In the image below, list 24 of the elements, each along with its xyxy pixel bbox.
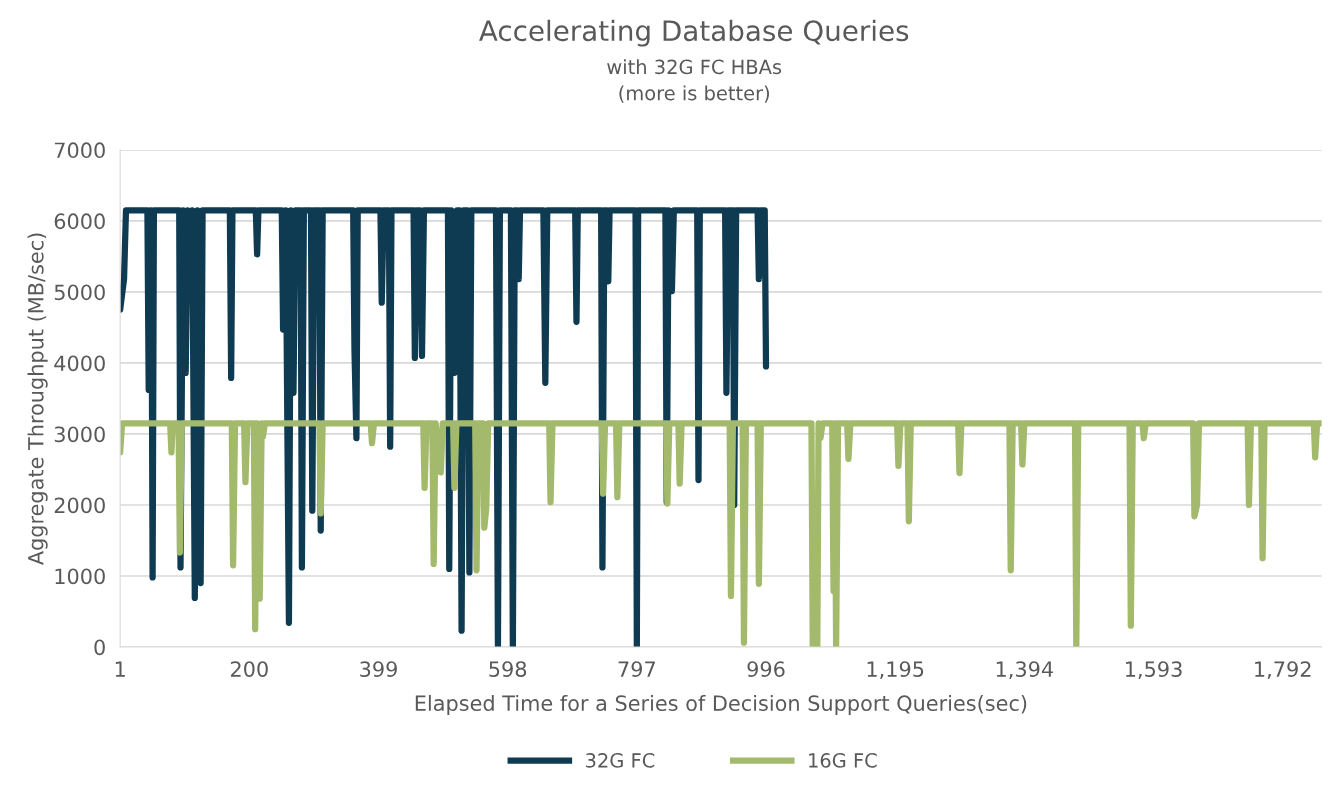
y-tick-label: 0 — [94, 639, 105, 656]
x-tick-label: 1,195 — [867, 661, 924, 680]
x-tick-label: 598 — [489, 661, 527, 677]
chart-subtitle: with 32G FC HBAs (more is better) — [607, 59, 782, 103]
x-tick-label: 399 — [360, 661, 397, 677]
y-tick-label: 6000 — [54, 213, 105, 230]
x-tick-label: 1,792 — [1255, 661, 1311, 680]
x-axis-title: Elapsed Time for a Series of Decision Support Queries(sec) — [415, 694, 1027, 716]
x-tick-label: 996 — [747, 661, 785, 677]
x-tick-label: 1,394 — [996, 661, 1054, 680]
y-tick-label: 2000 — [54, 497, 105, 514]
y-tick-label: 3000 — [54, 426, 105, 443]
y-tick-label: 5000 — [54, 284, 105, 301]
y-tick-label: 7000 — [54, 142, 105, 159]
legend-label: 16G FC — [809, 753, 877, 768]
y-axis-title: Aggregate Throughput (MB/sec) — [27, 233, 48, 566]
chart-title: Accelerating Database Queries — [479, 19, 909, 47]
legend-label: 32G FC — [586, 753, 655, 768]
x-tick-label: 797 — [618, 661, 655, 677]
y-tick-label: 4000 — [54, 355, 105, 372]
y-tick-label: 1000 — [55, 568, 105, 585]
x-tick-label: 200 — [230, 661, 268, 677]
x-tick-label: 1,593 — [1126, 661, 1182, 680]
x-tick-label: 1 — [115, 661, 125, 677]
